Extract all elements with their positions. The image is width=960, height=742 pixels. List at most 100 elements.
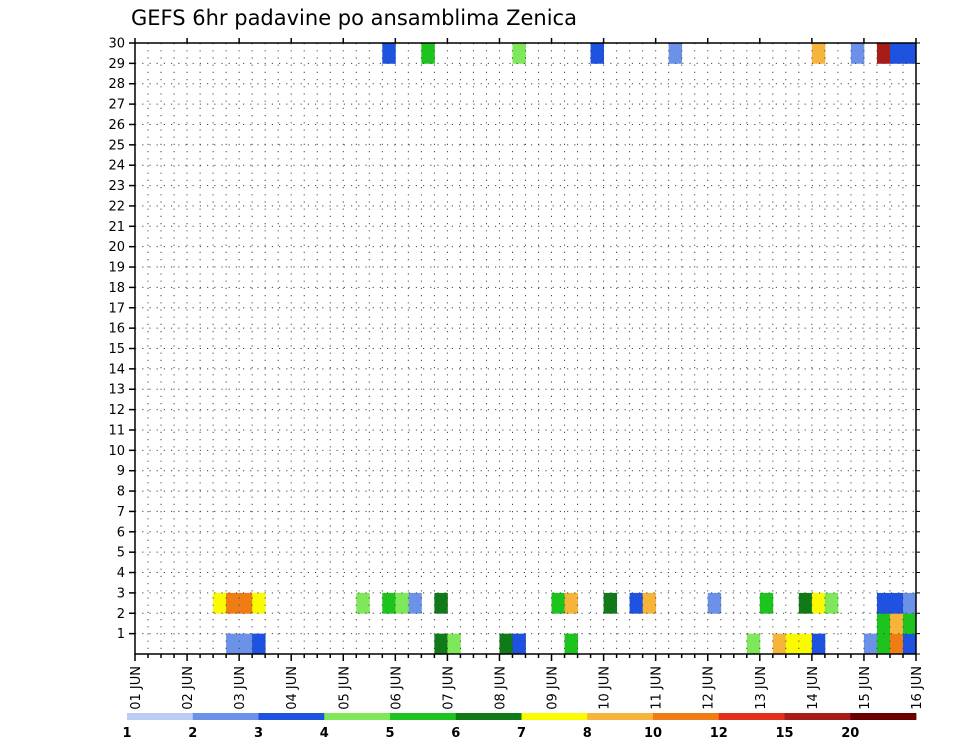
heatmap-cell bbox=[434, 592, 448, 614]
y-tick-label: 9 bbox=[117, 464, 125, 479]
heatmap-cell bbox=[629, 592, 644, 614]
legend-label: 8 bbox=[583, 726, 592, 741]
y-tick-label: 20 bbox=[108, 240, 125, 255]
heatmap-cell bbox=[382, 43, 396, 64]
heatmap-cell bbox=[759, 592, 774, 614]
y-tick-label: 14 bbox=[108, 362, 125, 377]
legend-swatch bbox=[718, 713, 785, 720]
y-tick-label: 24 bbox=[108, 159, 125, 174]
heatmap-cell bbox=[356, 592, 370, 614]
y-tick-label: 2 bbox=[117, 607, 125, 622]
heatmap-cell bbox=[811, 633, 826, 655]
heatmap-cell bbox=[902, 613, 917, 635]
y-tick-label: 30 bbox=[108, 37, 125, 52]
heatmap-cell bbox=[551, 592, 565, 614]
heatmap-cell bbox=[798, 633, 813, 655]
x-tick-label: 05 JUN bbox=[337, 666, 352, 710]
legend-swatch bbox=[324, 713, 391, 720]
legend-label: 12 bbox=[710, 726, 728, 741]
legend-label: 3 bbox=[254, 726, 263, 741]
heatmap-cell bbox=[499, 633, 513, 655]
y-tick-label: 15 bbox=[108, 342, 125, 357]
y-tick-label: 1 bbox=[117, 627, 125, 642]
y-tick-label: 17 bbox=[108, 301, 125, 316]
y-tick-label: 4 bbox=[117, 566, 125, 581]
heatmap-cell bbox=[239, 592, 253, 614]
legend-swatch bbox=[653, 713, 720, 720]
heatmap-cell bbox=[421, 43, 435, 64]
heatmap-cell bbox=[642, 592, 657, 614]
heatmap-cell bbox=[902, 592, 917, 614]
x-tick-label: 16 JUN bbox=[910, 666, 925, 710]
chart-title: GEFS 6hr padavine po ansamblima Zenica bbox=[131, 6, 577, 30]
heatmap-cell bbox=[434, 633, 448, 655]
y-tick-label: 28 bbox=[108, 77, 125, 92]
x-tick-label: 02 JUN bbox=[181, 666, 196, 710]
legend-swatch bbox=[521, 713, 588, 720]
heatmap-cell bbox=[252, 633, 266, 655]
heatmap-cell bbox=[889, 43, 904, 64]
y-tick-label: 8 bbox=[117, 485, 125, 500]
heatmap-cell bbox=[408, 592, 422, 614]
x-tick-label: 04 JUN bbox=[285, 666, 300, 710]
legend-swatch bbox=[390, 713, 457, 720]
heatmap-cell bbox=[512, 633, 526, 655]
heatmap-cell bbox=[213, 592, 227, 614]
heatmap-cell bbox=[395, 592, 409, 614]
heatmap-cell bbox=[668, 43, 683, 64]
heatmap-cell bbox=[226, 592, 240, 614]
x-tick-label: 01 JUN bbox=[129, 666, 144, 710]
legend-swatch bbox=[192, 713, 259, 720]
heatmap-cell bbox=[811, 592, 826, 614]
heatmap-cell bbox=[603, 592, 618, 614]
heatmap-cell bbox=[811, 43, 826, 64]
y-tick-label: 11 bbox=[108, 423, 125, 438]
y-tick-label: 13 bbox=[108, 383, 125, 398]
legend-label: 7 bbox=[517, 726, 526, 741]
y-tick-label: 12 bbox=[108, 403, 125, 418]
y-tick-label: 3 bbox=[117, 586, 125, 601]
y-tick-label: 18 bbox=[108, 281, 125, 296]
y-tick-label: 16 bbox=[108, 322, 125, 337]
heatmap-cell bbox=[239, 633, 253, 655]
x-tick-label: 10 JUN bbox=[598, 666, 613, 710]
heatmap-cells bbox=[213, 43, 917, 655]
heatmap-cell bbox=[889, 592, 904, 614]
heatmap-cell bbox=[798, 592, 813, 614]
x-tick-label: 12 JUN bbox=[702, 666, 717, 710]
heatmap-cell bbox=[382, 592, 396, 614]
heatmap-cell bbox=[876, 633, 891, 655]
y-tick-label: 10 bbox=[108, 444, 125, 459]
legend-swatch bbox=[455, 713, 522, 720]
heatmap-cell bbox=[863, 633, 878, 655]
legend-label: 15 bbox=[775, 726, 793, 741]
legend-swatch bbox=[784, 713, 851, 720]
x-tick-label: 08 JUN bbox=[493, 666, 508, 710]
heatmap-cell bbox=[564, 633, 578, 655]
x-tick-label: 13 JUN bbox=[754, 666, 769, 710]
y-tick-label: 22 bbox=[108, 199, 125, 214]
x-tick-label: 15 JUN bbox=[858, 666, 873, 710]
heatmap-cell bbox=[889, 613, 904, 635]
heatmap-cell bbox=[512, 43, 526, 64]
heatmap-cell bbox=[824, 592, 839, 614]
heatmap-cell bbox=[785, 633, 800, 655]
y-tick-label: 5 bbox=[117, 546, 125, 561]
x-tick-label: 14 JUN bbox=[806, 666, 821, 710]
legend-swatch bbox=[258, 713, 325, 720]
y-tick-label: 25 bbox=[108, 138, 125, 153]
heatmap-cell bbox=[902, 43, 917, 64]
y-tick-label: 26 bbox=[108, 118, 125, 133]
heatmap-cell bbox=[902, 633, 917, 655]
y-tick-label: 19 bbox=[108, 261, 125, 276]
heatmap-cell bbox=[850, 43, 865, 64]
legend-label: 2 bbox=[188, 726, 197, 741]
legend-swatch bbox=[587, 713, 654, 720]
legend-label: 20 bbox=[841, 726, 859, 741]
x-tick-label: 11 JUN bbox=[650, 666, 665, 710]
heatmap-cell bbox=[876, 592, 891, 614]
y-tick-label: 27 bbox=[108, 98, 125, 113]
heatmap-cell bbox=[746, 633, 761, 655]
y-tick-label: 7 bbox=[117, 505, 125, 520]
